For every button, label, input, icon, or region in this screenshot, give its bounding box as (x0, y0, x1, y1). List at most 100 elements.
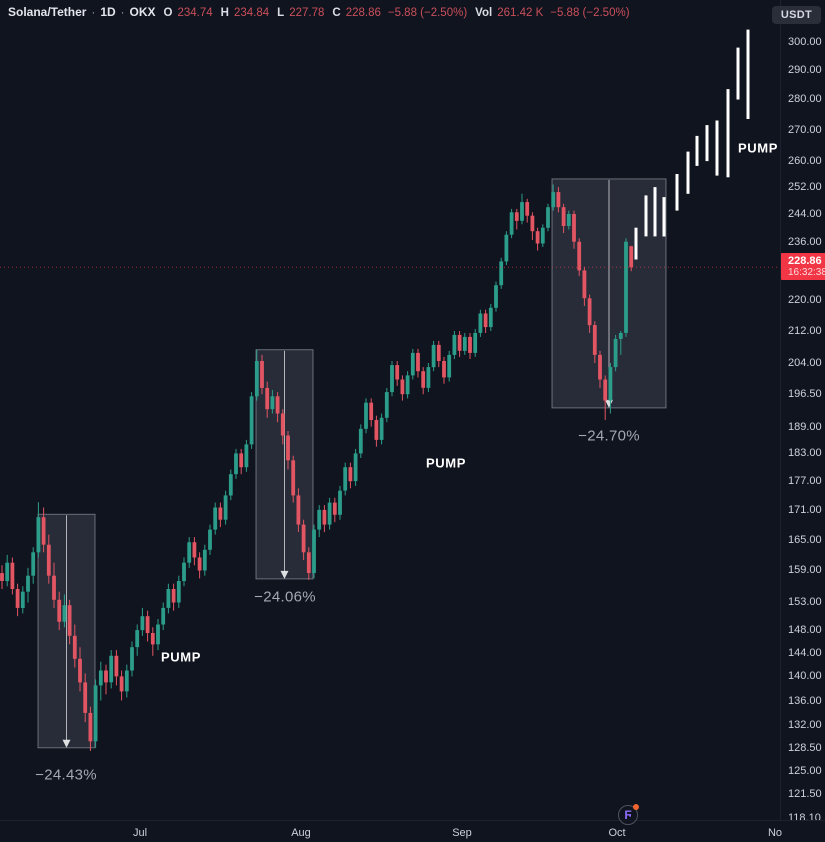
time-tick-label: Sep (452, 827, 472, 839)
candle-body (514, 212, 519, 221)
candle-body (260, 361, 264, 388)
candle-body (62, 605, 67, 622)
candle-body (249, 396, 254, 445)
exchange-label[interactable]: OKX (129, 5, 156, 19)
candle-body (182, 562, 186, 582)
price-tick-label: 189.00 (788, 420, 822, 433)
candle-body (109, 655, 114, 683)
candle-body (52, 575, 56, 600)
projected-bar[interactable] (746, 29, 750, 120)
candle-body (36, 517, 41, 553)
candle-body (223, 495, 228, 520)
candle-body (400, 379, 405, 395)
candle-body (140, 616, 145, 631)
candle-body (286, 435, 290, 461)
candle-body (364, 402, 368, 429)
projected-bar[interactable] (634, 227, 638, 260)
pump-text-annotation[interactable]: PUMP (161, 649, 201, 665)
candle-body (254, 361, 259, 397)
close-value: 228.86 (345, 7, 381, 19)
time-axis[interactable]: Ϝ Jul Aug Sep Oct No (0, 804, 825, 842)
price-tick-label: 128.50 (788, 741, 822, 754)
candle-body (338, 490, 342, 515)
symbol-name[interactable]: Solana/Tether (8, 5, 87, 19)
price-tick-label: 244.00 (788, 207, 822, 220)
projected-bar[interactable] (705, 125, 709, 162)
projected-bar[interactable] (662, 197, 666, 237)
candle-body (296, 495, 301, 525)
candle-body (488, 307, 493, 328)
price-tick-label: 212.00 (788, 325, 822, 337)
candle-body (473, 333, 478, 353)
interval-label[interactable]: 1D (100, 5, 116, 19)
candle-body (244, 444, 249, 468)
candle-body (208, 529, 212, 550)
candle-body (384, 392, 389, 418)
open-label: O (163, 7, 173, 19)
candle-body (161, 607, 166, 625)
candle-body (213, 507, 218, 530)
candle-body (358, 428, 363, 454)
time-tick-label: Jul (132, 827, 148, 839)
candle-body (135, 630, 140, 648)
candle-body (561, 207, 566, 226)
candle-body (395, 365, 400, 380)
candle-body (72, 635, 77, 659)
time-tick-label: No (767, 827, 783, 839)
price-tick-label: 165.00 (788, 533, 822, 546)
price-axis[interactable]: 228.86 16:32:38 300.00 290.00 280.00 270.00… (780, 0, 825, 824)
last-price-value: 228.86 (788, 255, 822, 268)
candle-body (598, 354, 602, 380)
candle-body (265, 387, 270, 410)
price-tick-label: 204.00 (788, 357, 822, 370)
price-tick-label: 171.00 (788, 503, 822, 516)
projected-bar[interactable] (695, 135, 699, 166)
pump-text-annotation[interactable]: PUMP (738, 140, 778, 156)
candle-body (608, 367, 613, 401)
projected-bar[interactable] (715, 120, 719, 176)
candle-body (176, 581, 181, 603)
candle-body (442, 361, 446, 378)
lightning-bolt-icon: Ϝ (624, 808, 632, 822)
volume-value: 261.42 K (497, 7, 544, 19)
candle-body (114, 655, 119, 677)
candle-body (483, 313, 488, 328)
candle-body (332, 502, 337, 515)
projected-bar[interactable] (736, 47, 740, 100)
candle-body (629, 246, 634, 268)
candle-body (26, 575, 30, 592)
open-value: 234.74 (177, 7, 213, 19)
currency-toggle-button[interactable]: USDT (771, 6, 821, 24)
candle-body (218, 507, 223, 520)
candle-body (353, 453, 358, 482)
candle-body (15, 589, 20, 608)
high-label: H (220, 7, 229, 19)
candle-body (145, 616, 150, 633)
price-tick-label: 144.00 (788, 646, 822, 659)
candle-body (166, 589, 171, 608)
projected-bar[interactable] (644, 195, 648, 237)
candle-body (291, 460, 296, 496)
candle-body (5, 562, 10, 582)
projected-bar[interactable] (686, 151, 690, 194)
candle-body (0, 573, 4, 581)
candle-body (124, 670, 129, 692)
measure-arrow-down-icon (280, 570, 289, 579)
lightning-circle-icon[interactable]: Ϝ (618, 804, 639, 825)
candle-body (452, 334, 457, 355)
projected-bar[interactable] (675, 174, 679, 211)
projected-bar[interactable] (726, 89, 730, 178)
change-value: −5.88 (−2.50%) (387, 7, 468, 19)
projected-bar[interactable] (653, 187, 657, 237)
measure-percent-label: −24.43% (35, 766, 97, 784)
candle-body (104, 670, 108, 683)
price-tick-label: 252.00 (788, 181, 822, 194)
candle-body (317, 509, 322, 530)
candle-body (156, 624, 160, 645)
candle-body (379, 417, 384, 440)
candle-body (431, 344, 436, 368)
candle-body (20, 591, 25, 608)
pump-text-annotation[interactable]: PUMP (426, 455, 466, 471)
candle-body (150, 633, 155, 645)
